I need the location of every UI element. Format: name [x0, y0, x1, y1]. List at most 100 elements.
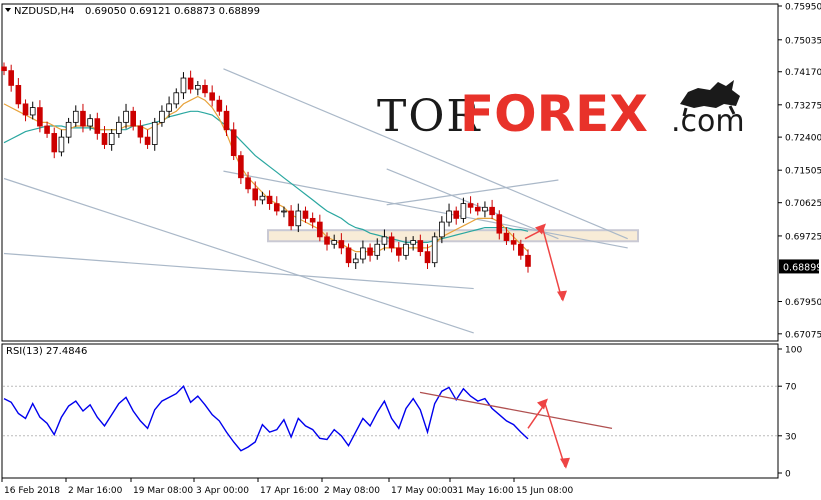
candle-body	[309, 217, 316, 223]
ma-slow-line	[3, 110, 529, 243]
candle-body	[374, 243, 381, 256]
candle-body	[159, 110, 165, 123]
candle-body	[281, 210, 287, 213]
candle-body	[123, 110, 129, 123]
candle-body	[410, 240, 416, 245]
candle-body	[331, 240, 337, 245]
candle-body	[424, 251, 431, 264]
price-tick-label: 0.75035	[785, 36, 821, 46]
candle-body	[1, 66, 7, 72]
candle-body	[360, 247, 366, 260]
rsi-forecast-arrowhead-up	[537, 398, 548, 410]
candle-body	[130, 110, 137, 127]
price-tick-label: 0.72400	[785, 134, 821, 144]
candle-body	[460, 203, 467, 219]
candle-body	[482, 206, 488, 212]
price-tick-label: 0.67950	[785, 298, 821, 308]
candle-body	[44, 125, 50, 134]
rsi-tick-label: 0	[785, 470, 791, 480]
candle-body	[216, 99, 223, 112]
candle-body	[230, 129, 237, 156]
rsi-caption: RSI(13) 27.4846	[6, 346, 87, 357]
time-tick-label: 31 May 16:00	[452, 486, 514, 496]
candle-body	[417, 240, 424, 253]
candle-body	[173, 92, 180, 105]
candle-body	[101, 133, 108, 145]
channel-line-1-0	[3, 177, 474, 334]
channel-line-2-1	[386, 179, 559, 206]
rsi-trendline	[419, 391, 613, 429]
price-tick-label: 0.74170	[785, 68, 821, 78]
candle-body	[65, 121, 72, 138]
candle-body	[367, 247, 373, 256]
candle-body	[395, 247, 402, 256]
candle-body	[259, 195, 266, 201]
price-tick-label: 0.70625	[785, 199, 821, 209]
time-tick-label: 2 Mar 16:00	[68, 486, 123, 496]
candle-body	[338, 240, 345, 249]
candle-body	[273, 203, 280, 212]
current-price-tag	[779, 259, 819, 274]
watermark-tor: TOR	[377, 91, 482, 142]
candle-body	[431, 236, 438, 264]
candle-body	[302, 210, 309, 219]
price-tick-label: 0.67075	[785, 330, 821, 340]
bull-bear-icon	[680, 80, 740, 117]
price-tick-label: 0.73275	[785, 101, 821, 111]
candle-body	[317, 221, 323, 238]
forecast-arrowhead-up	[535, 223, 546, 235]
candle-body	[245, 177, 251, 190]
candle-body	[15, 85, 22, 105]
candle-body	[403, 243, 409, 256]
time-tick-label: 16 Feb 2018	[4, 486, 60, 496]
channel-line-0-0	[223, 68, 628, 240]
candle-body	[187, 77, 194, 90]
time-tick-label: 3 Apr 00:00	[196, 486, 249, 496]
time-tick-label: 17 Apr 16:00	[260, 486, 319, 496]
watermark-forex: FOREX	[460, 85, 648, 143]
price-tick-label: 0.71505	[785, 167, 821, 177]
ma-fast-line	[3, 95, 529, 253]
candle-body	[345, 247, 352, 264]
candle-body	[80, 110, 86, 127]
candle-body	[58, 136, 65, 153]
candle-body	[467, 203, 474, 208]
candle-body	[209, 92, 215, 101]
candle-body	[195, 85, 201, 90]
candle-body	[496, 214, 503, 234]
rsi-tick-label: 100	[785, 346, 802, 356]
rsi-tick-label: 70	[785, 383, 797, 393]
candle-body	[29, 107, 36, 116]
rsi-line	[3, 384, 529, 452]
candle-body	[116, 121, 122, 134]
rsi-pane: RSI(13) 27.4846	[1, 343, 779, 479]
candle-body	[202, 85, 208, 94]
price-chart-content	[1, 62, 639, 334]
candle-body	[37, 107, 43, 127]
forecast-arrowhead-down	[557, 290, 567, 302]
candle-body	[151, 121, 158, 145]
candle-body	[525, 254, 531, 267]
candle-body	[252, 188, 259, 201]
candle-body	[518, 243, 524, 256]
candle-body	[388, 236, 395, 249]
symbol-caption: NZDUSD,H4	[14, 6, 74, 17]
time-tick-label: 2 May 08:00	[324, 486, 380, 496]
candle-body	[439, 221, 445, 238]
candle-body	[22, 103, 29, 116]
candle-body	[94, 118, 101, 134]
channel-line-0-1	[223, 170, 628, 249]
candle-body	[288, 210, 294, 227]
candle-body	[180, 77, 187, 94]
candle-body	[352, 258, 359, 264]
rsi-tick-label: 30	[785, 432, 797, 442]
candle-body	[8, 70, 14, 86]
time-tick-label: 17 May 00:00	[391, 486, 453, 496]
candle-body	[144, 136, 151, 145]
candle-body	[51, 133, 58, 153]
rsi-chart-frame	[1, 343, 779, 479]
symbol-dropdown-icon[interactable]	[5, 8, 11, 12]
candle-body	[238, 155, 244, 179]
time-tick-label: 15 Jun 08:00	[516, 486, 573, 496]
